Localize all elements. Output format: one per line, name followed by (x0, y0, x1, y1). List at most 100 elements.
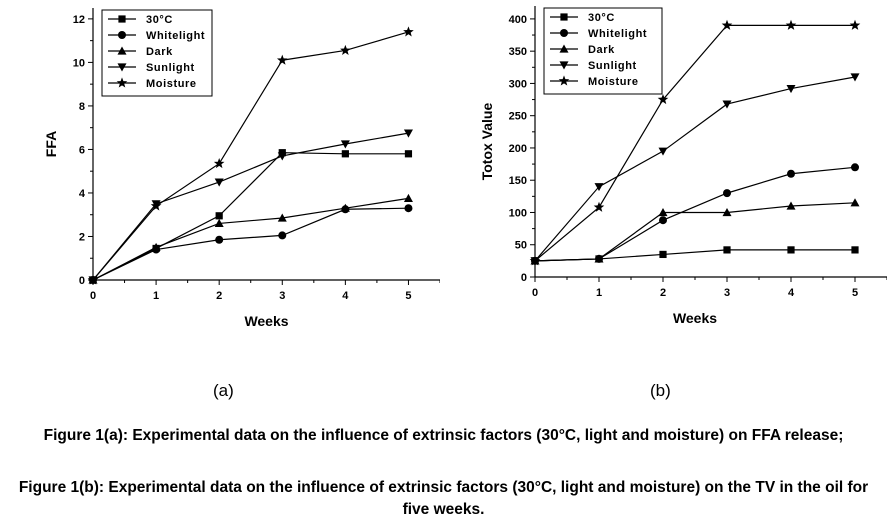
ffa-point-dark (277, 213, 287, 222)
totox-y-tick-label: 100 (509, 207, 527, 219)
totox-point-dark (658, 207, 668, 217)
totox-point-30-c (787, 246, 795, 254)
ffa-point-30-c (215, 212, 223, 220)
ffa-legend-label-dark: Dark (146, 46, 173, 58)
totox-legend-label-dark: Dark (588, 44, 615, 56)
totox-point-moisture (593, 201, 605, 212)
ffa-x-tick-label: 2 (216, 290, 222, 302)
ffa-x-tick-label: 0 (90, 290, 96, 302)
totox-x-tick-label: 5 (852, 287, 858, 299)
totox-point-30-c (723, 246, 731, 254)
totox-y-tick-label: 50 (515, 240, 527, 252)
totox-point-30-c (659, 250, 667, 259)
totox-line-dark (534, 202, 856, 262)
totox-legend-label-sunlight: Sunlight (588, 60, 637, 72)
ffa-point-moisture (276, 54, 288, 65)
totox-y-tick-label: 0 (521, 272, 527, 284)
ffa-series-moisture (87, 26, 414, 285)
ffa-line-sunlight (92, 132, 409, 281)
totox-series-30-c (531, 246, 859, 265)
ffa-point-dark (151, 242, 161, 251)
totox-y-tick-label: 300 (509, 78, 527, 90)
ffa-y-axis-label: FFA (43, 131, 59, 157)
ffa-point-whitelight (278, 231, 287, 240)
ffa-series-whitelight (89, 204, 413, 284)
ffa-y-tick-label: 2 (79, 231, 85, 243)
ffa-series-sunlight (88, 129, 413, 285)
totox-point-moisture (529, 255, 541, 266)
totox-legend-marker-dark (559, 44, 569, 53)
totox-legend: 30°C Whitelight Dark Sunlight Moisture (543, 7, 663, 95)
totox-legend-label-30-c: 30°C (588, 12, 615, 24)
totox-point-sunlight (786, 84, 796, 94)
ffa-point-30-c (341, 150, 349, 158)
totox-point-moisture (785, 19, 797, 30)
totox-point-sunlight (658, 147, 668, 156)
totox-point-whitelight (787, 169, 795, 178)
figure-caption-b: Figure 1(b): Experimental data on the in… (18, 479, 869, 518)
ffa-point-whitelight (215, 235, 224, 244)
ffa-point-moisture (213, 158, 225, 169)
ffa-point-dark (340, 203, 350, 212)
panel-label-a: (a) (213, 381, 234, 400)
totox-point-30-c (851, 246, 859, 254)
totox-x-tick-label: 3 (724, 287, 730, 299)
ffa-line-moisture (92, 31, 409, 281)
ffa-x-tick-label: 3 (279, 290, 285, 302)
ffa-line-dark (92, 197, 409, 281)
totox-point-dark (850, 198, 860, 207)
totox-point-moisture (721, 19, 733, 30)
totox-y-tick-label: 200 (509, 143, 527, 155)
ffa-legend-marker-dark (117, 46, 127, 55)
ffa-y-tick-label: 0 (79, 275, 85, 287)
totox-line-moisture (534, 24, 855, 262)
chart-ffa: 0 1 2 3 4 5024681012WeeksFFA30°CWhitelightDar… (43, 8, 440, 329)
ffa-y-tick-label: 10 (73, 57, 85, 69)
totox-y-tick-label: 350 (509, 46, 527, 58)
ffa-point-dark (403, 193, 413, 202)
totox-line-whitelight (534, 166, 856, 262)
ffa-x-tick-label: 4 (342, 290, 349, 302)
totox-point-whitelight (659, 216, 667, 225)
ffa-legend-marker-moisture (116, 77, 128, 88)
totox-point-dark (722, 207, 732, 217)
ffa-y-tick-label: 6 (79, 144, 85, 156)
ffa-x-axis-label: Weeks (244, 313, 288, 329)
ffa-x-tick-label: 1 (153, 290, 159, 302)
totox-point-sunlight (850, 73, 860, 82)
totox-point-whitelight (851, 163, 859, 172)
totox-series-sunlight (530, 73, 860, 266)
totox-line-sunlight (534, 76, 856, 262)
totox-legend-label-moisture: Moisture (588, 76, 639, 88)
totox-legend-marker-whitelight (560, 29, 568, 37)
ffa-point-30-c (404, 150, 413, 158)
ffa-y-tick-label: 8 (79, 101, 85, 113)
ffa-legend-marker-whitelight (118, 31, 126, 39)
panel-label-b: (b) (650, 381, 671, 400)
totox-y-axis-label: Totox Value (479, 103, 495, 181)
ffa-legend-label-sunlight: Sunlight (146, 62, 195, 74)
ffa-point-moisture (403, 26, 414, 37)
totox-x-axis-label: Weeks (673, 310, 717, 326)
totox-legend-marker-moisture (558, 75, 570, 86)
ffa-point-dark (214, 218, 224, 228)
ffa-point-moisture (87, 274, 99, 285)
ffa-legend-label-moisture: Moisture (146, 78, 197, 90)
totox-legend-marker-sunlight (559, 61, 569, 70)
ffa-legend-marker-sunlight (117, 63, 127, 72)
totox-point-moisture (657, 93, 669, 105)
ffa-legend: 30°C Whitelight Dark Sunlight Moisture (101, 9, 213, 97)
figure-caption-a: Figure 1(a): Experimental data on the in… (43, 427, 844, 444)
totox-point-dark (594, 254, 604, 263)
ffa-point-moisture (340, 44, 351, 55)
ffa-point-sunlight (214, 178, 224, 187)
ffa-y-tick-label: 12 (73, 14, 85, 26)
totox-point-sunlight (722, 100, 732, 109)
totox-y-tick-label: 400 (509, 14, 527, 26)
ffa-point-sunlight (340, 140, 350, 149)
ffa-point-whitelight (404, 204, 413, 213)
totox-point-sunlight (594, 183, 604, 192)
ffa-point-moisture (150, 200, 162, 211)
ffa-legend-label-30-c: 30°C (146, 14, 173, 26)
totox-point-dark (786, 201, 796, 210)
